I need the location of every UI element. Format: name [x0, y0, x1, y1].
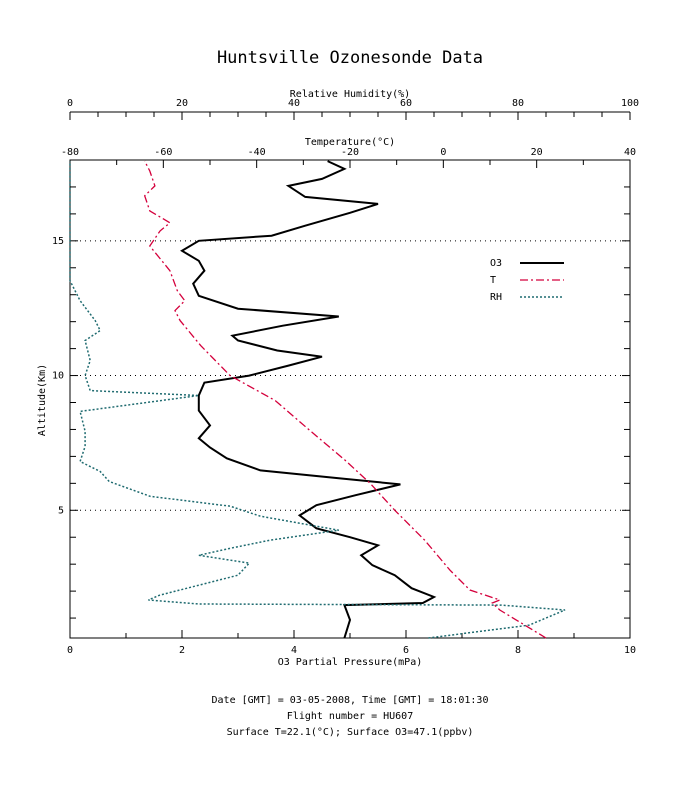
rh-tick-label: 80 — [512, 98, 524, 109]
rh-tick-label: 0 — [67, 98, 73, 109]
x-tick-label: 2 — [179, 645, 185, 656]
x-tick-label: 0 — [67, 645, 73, 656]
legend-label: O3 — [490, 258, 502, 269]
t-tick-label: 0 — [440, 147, 446, 158]
t-tick-label: -20 — [341, 147, 359, 158]
rh-tick-label: 40 — [288, 98, 300, 109]
x-tick-label: 4 — [291, 645, 297, 656]
x-tick-label: 6 — [403, 645, 409, 656]
x-tick-label: 8 — [515, 645, 521, 656]
legend-label: T — [490, 275, 496, 286]
legend-label: RH — [490, 292, 502, 303]
rh-axis-title: Relative Humidity(%) — [290, 89, 410, 100]
y-axis-title: Altitude(Km) — [37, 364, 48, 436]
footer-line: Date [GMT] = 03-05-2008, Time [GMT] = 18… — [212, 695, 489, 706]
x-axis-title: O3 Partial Pressure(mPa) — [278, 657, 423, 668]
footer-line: Flight number = HU607 — [287, 711, 413, 722]
rh-tick-label: 100 — [621, 98, 639, 109]
y-tick-label: 10 — [52, 371, 64, 382]
rh-tick-label: 60 — [400, 98, 412, 109]
y-tick-label: 15 — [52, 236, 64, 247]
chart-title: Huntsville Ozonesonde Data — [217, 48, 483, 68]
profile-line — [69, 161, 566, 639]
rh-tick-label: 20 — [176, 98, 188, 109]
t-tick-label: 20 — [531, 147, 543, 158]
t-tick-label: 40 — [624, 147, 636, 158]
t-tick-label: -80 — [61, 147, 79, 158]
x-tick-label: 10 — [624, 645, 636, 656]
profile-line — [143, 160, 547, 639]
y-tick-label: 5 — [58, 505, 64, 516]
t-axis-title: Temperature(°C) — [305, 137, 395, 148]
profile-line — [180, 160, 437, 639]
t-tick-label: -60 — [154, 147, 172, 158]
plot-frame — [69, 159, 631, 639]
t-tick-label: -40 — [248, 147, 266, 158]
footer-line: Surface T=22.1(°C); Surface O3=47.1(ppbv… — [227, 727, 474, 738]
